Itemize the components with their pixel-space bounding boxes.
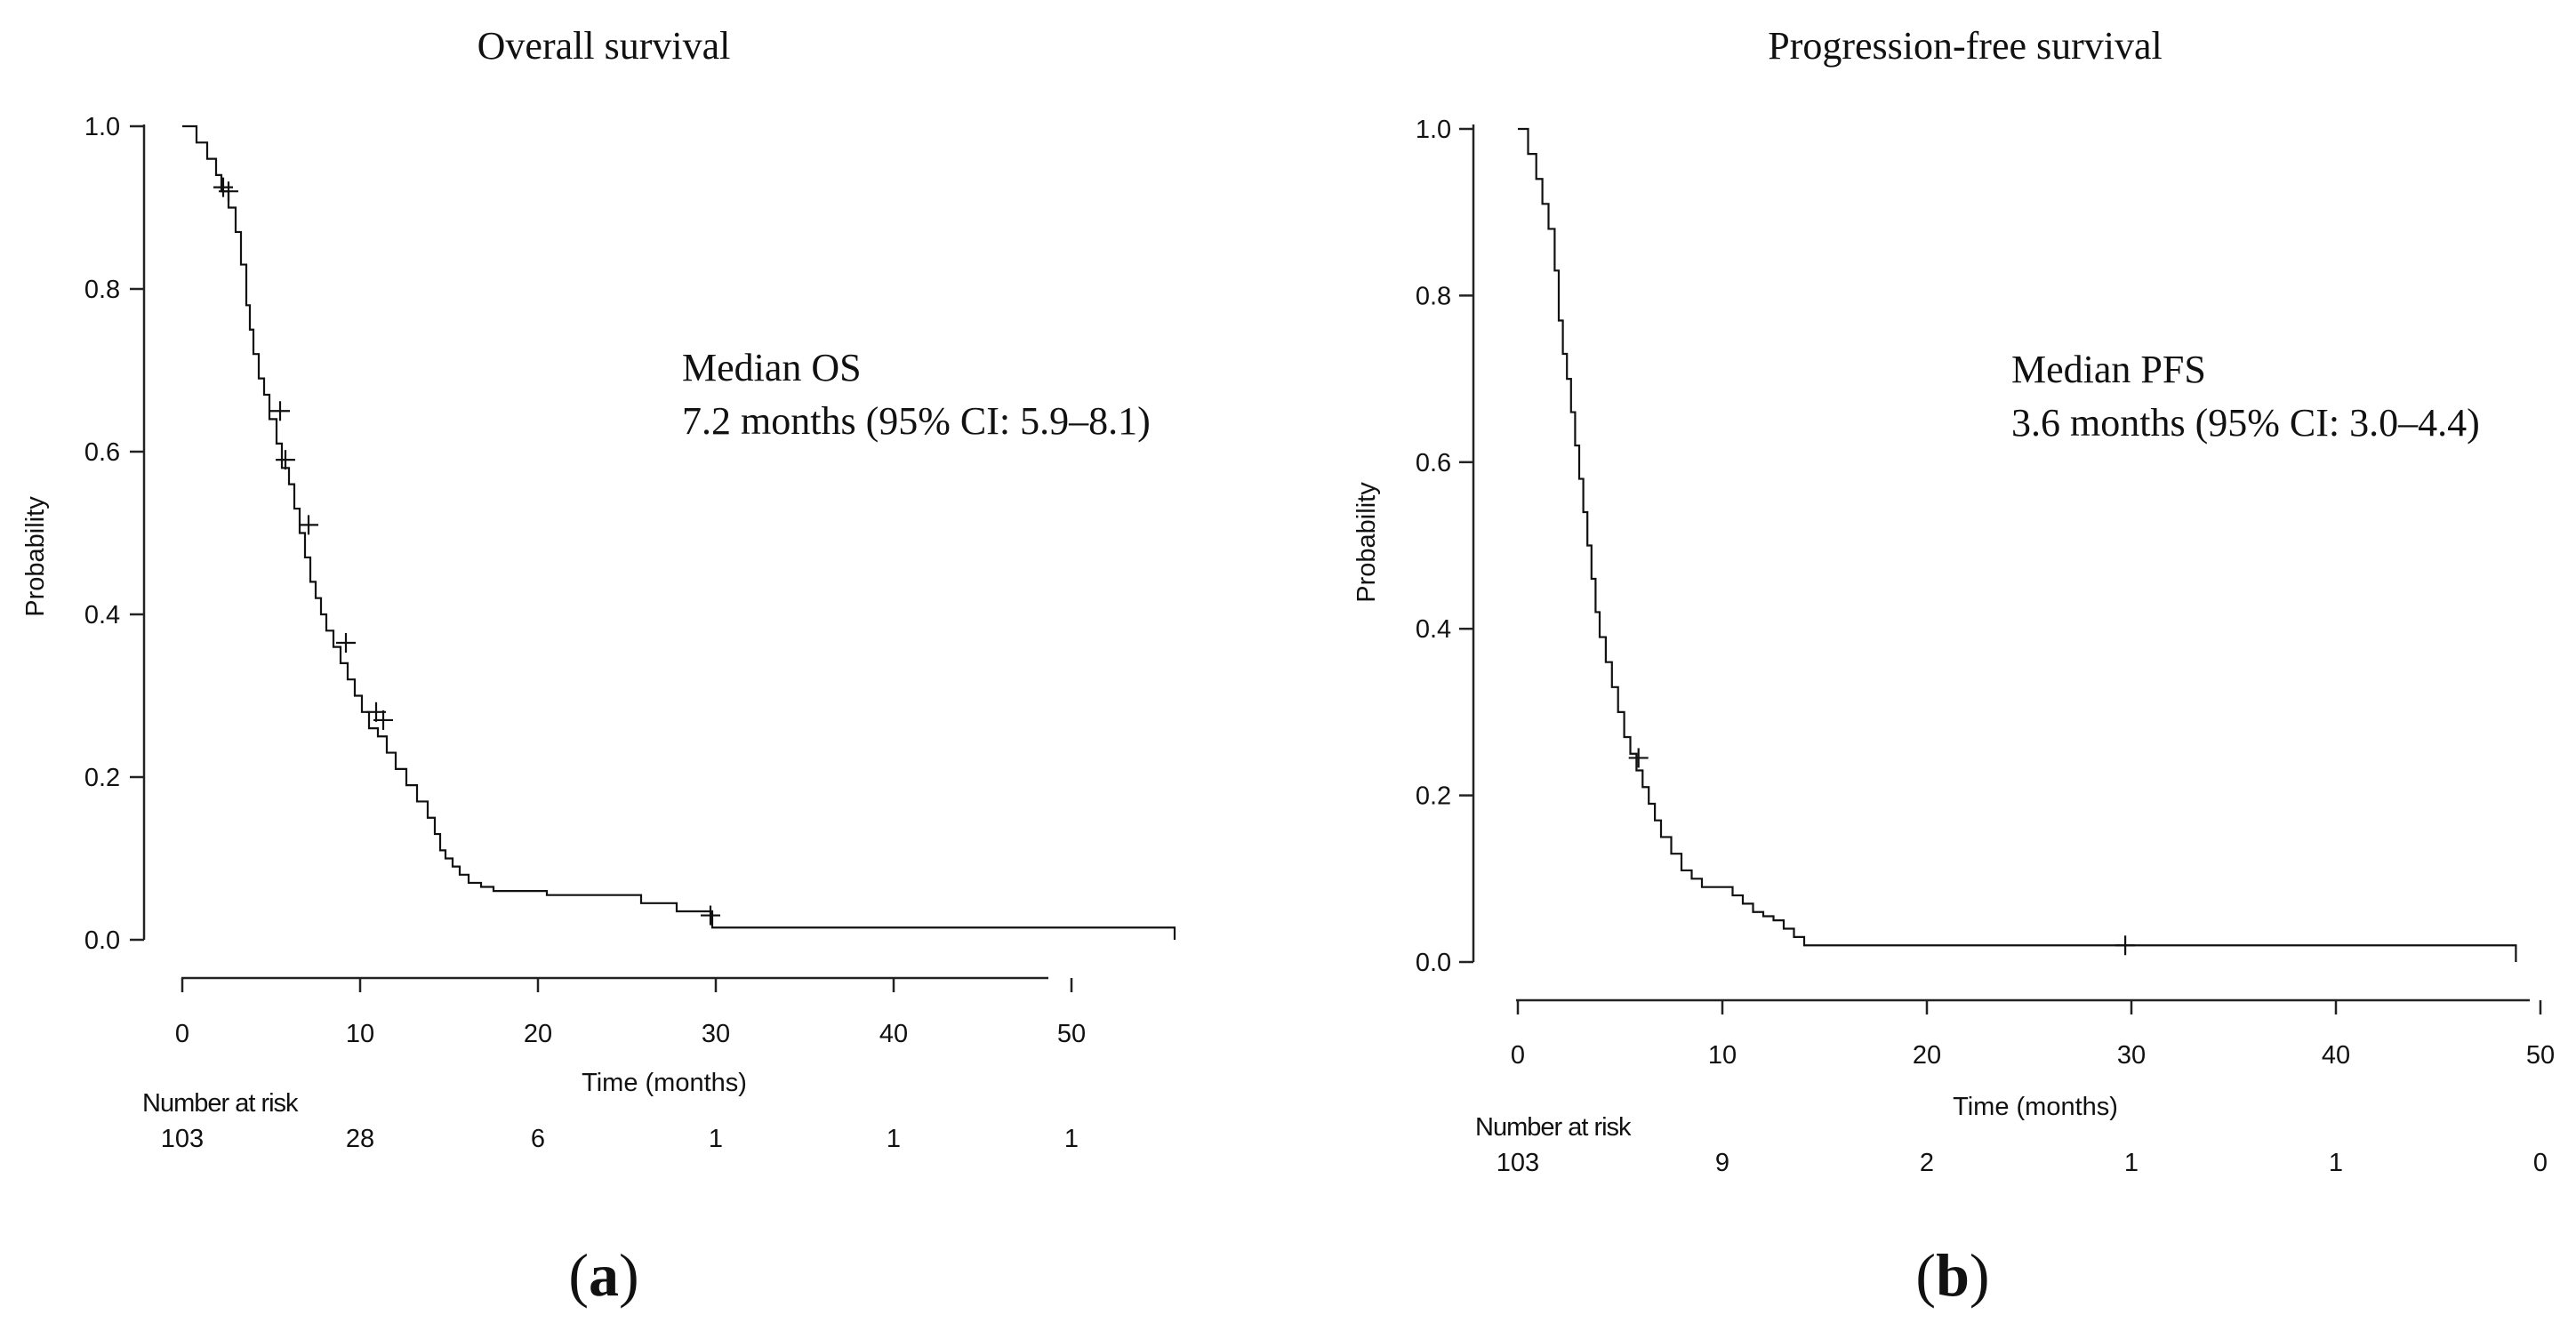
risk-value: 6 (531, 1125, 545, 1153)
chart-title: Overall survival (477, 24, 731, 68)
risk-table-values: 103 9 2 1 1 0 (1497, 1149, 2548, 1177)
y-axis-ticks: 0.0 0.2 0.4 0.6 0.8 1.0 (1416, 116, 1473, 977)
x-axis-ticks: 0 10 20 30 40 50 (175, 978, 1086, 1048)
x-tick-label: 40 (879, 1020, 908, 1048)
risk-value: 1 (709, 1125, 723, 1153)
x-tick-label: 30 (702, 1020, 730, 1048)
risk-value: 1 (1064, 1125, 1079, 1153)
x-tick-label: 30 (2117, 1041, 2146, 1070)
risk-value: 1 (887, 1125, 901, 1153)
x-tick-label: 10 (1708, 1041, 1737, 1070)
y-axis-label: Probability (1352, 482, 1381, 603)
x-tick-label: 20 (1913, 1041, 1941, 1070)
median-pfs-value: 3.6 months (95% CI: 3.0–4.4) (2011, 401, 2480, 445)
censor-mark (270, 401, 290, 421)
y-tick-label: 0.0 (84, 926, 120, 955)
panel-letter: b (1936, 1241, 1970, 1309)
median-pfs-label: Median PFS (2011, 348, 2206, 391)
censor-mark (701, 905, 720, 926)
y-tick-label: 0.6 (1416, 449, 1451, 477)
x-axis-ticks: 0 10 20 30 40 50 (1511, 1000, 2555, 1070)
risk-value: 9 (1715, 1149, 1729, 1177)
progression-free-survival-panel: Progression-free survival 0.00.20.40.60.… (1352, 24, 2555, 1309)
survival-curve-group (1518, 127, 2517, 962)
risk-value: 103 (161, 1125, 204, 1153)
y-tick-label: 1.0 (84, 113, 120, 141)
risk-value: 28 (346, 1125, 374, 1153)
x-tick-label: 40 (2322, 1041, 2350, 1070)
x-axis-label: Time (months) (582, 1069, 747, 1097)
chart-title: Progression-free survival (1768, 24, 2163, 68)
survival-curve-line (182, 124, 1176, 940)
y-tick-label: 0.4 (1416, 615, 1451, 644)
overall-survival-panel: Overall survival 0.0 0.2 0.4 0.6 0.8 1.0 0 10 2… (21, 24, 1176, 1309)
x-tick-label: 50 (2526, 1041, 2555, 1070)
censor-mark (2115, 935, 2136, 956)
censor-marks-group (1628, 748, 2136, 956)
y-tick-label: 0.8 (1416, 282, 1451, 310)
x-tick-label: 0 (175, 1020, 189, 1048)
risk-value: 103 (1497, 1149, 1539, 1177)
x-tick-label: 20 (524, 1020, 552, 1048)
survival-curve-group (182, 124, 1176, 940)
x-tick-label: 10 (346, 1020, 374, 1048)
y-tick-label: 0.0 (1416, 949, 1451, 977)
risk-value: 1 (2124, 1149, 2139, 1177)
median-os-label: Median OS (682, 346, 862, 389)
x-tick-label: 50 (1057, 1020, 1086, 1048)
censor-mark (373, 710, 393, 730)
censor-mark (336, 633, 356, 653)
y-axis-ticks: 0.0 0.2 0.4 0.6 0.8 1.0 (84, 113, 144, 955)
risk-table-values: 103 28 6 1 1 1 (161, 1125, 1079, 1153)
number-at-risk-title: Number at risk (142, 1089, 299, 1118)
y-tick-label: 1.0 (1416, 116, 1451, 144)
panel-letter: a (589, 1241, 619, 1309)
x-tick-label: 0 (1511, 1041, 1525, 1070)
risk-value: 2 (1920, 1149, 1934, 1177)
panel-label-a: (a) (568, 1241, 638, 1309)
y-tick-label: 0.6 (84, 438, 120, 467)
censor-mark (1628, 748, 1649, 768)
y-tick-label: 0.2 (1416, 782, 1451, 811)
median-os-value: 7.2 months (95% CI: 5.9–8.1) (682, 399, 1151, 443)
panel-label-b: (b) (1915, 1241, 1989, 1309)
survival-curve-line (1518, 127, 2517, 962)
censor-mark (276, 450, 295, 470)
y-tick-label: 0.4 (84, 601, 120, 629)
y-tick-label: 0.2 (84, 764, 120, 792)
x-axis-label: Time (months) (1953, 1093, 2118, 1121)
y-tick-label: 0.8 (84, 276, 120, 304)
risk-value: 1 (2329, 1149, 2343, 1177)
risk-value: 0 (2533, 1149, 2548, 1177)
censor-marks-group (213, 177, 720, 926)
censor-mark (213, 177, 233, 197)
censor-mark (299, 515, 318, 535)
y-axis-label: Probability (21, 496, 50, 617)
censor-mark (219, 181, 238, 202)
number-at-risk-title: Number at risk (1475, 1113, 1632, 1142)
